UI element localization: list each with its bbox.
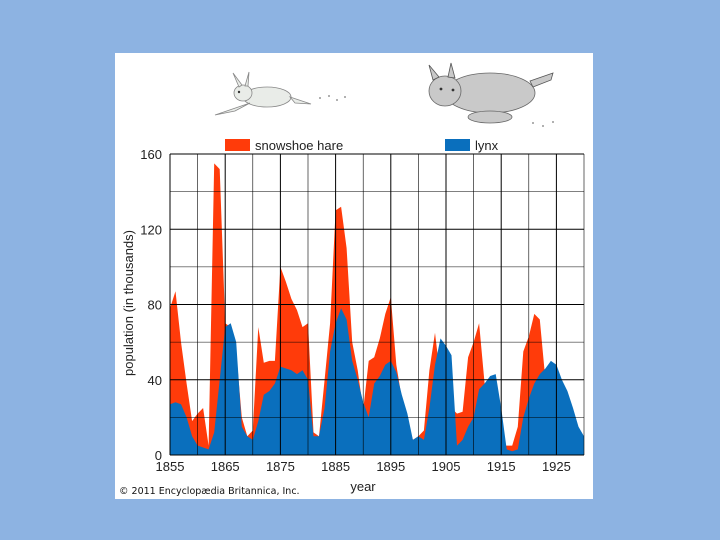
plot-ticks: 1855 1865 1875 1885 1895 1905 1915 1925 0 40 80 120… [140,147,571,474]
legend-label-lynx: lynx [475,138,499,153]
population-chart: snowshoe hare lynx 1855 1865 1875 1885 1895 1… [119,62,585,497]
x-tick-label: 1885 [321,459,350,474]
snowshoe-hare-icon [214,71,346,116]
copyright-notice: © 2011 Encyclopædia Britannica, Inc. [119,486,300,497]
hare-area [170,163,584,455]
legend-swatch-hare [225,139,250,151]
y-tick-label: 80 [148,298,162,313]
chart-card: snowshoe hare lynx 1855 1865 1875 1885 1895 1… [115,53,593,499]
lynx-area [170,308,584,455]
lynx-icon [428,62,554,127]
y-axis-title: population (in thousands) [121,230,136,376]
plot-areas [170,163,584,455]
x-tick-label: 1895 [376,459,405,474]
legend-label-hare: snowshoe hare [255,138,343,153]
x-tick-label: 1915 [487,459,516,474]
x-axis-title: year [350,479,376,494]
x-tick-label: 1925 [542,459,571,474]
y-tick-label: 160 [140,147,162,162]
x-tick-label: 1855 [156,459,185,474]
x-tick-label: 1865 [211,459,240,474]
y-tick-label: 0 [155,448,162,463]
x-tick-label: 1905 [432,459,461,474]
x-tick-label: 1875 [266,459,295,474]
plot-grid [169,153,585,456]
legend-swatch-lynx [445,139,470,151]
y-tick-label: 120 [140,222,162,237]
y-tick-label: 40 [148,373,162,388]
